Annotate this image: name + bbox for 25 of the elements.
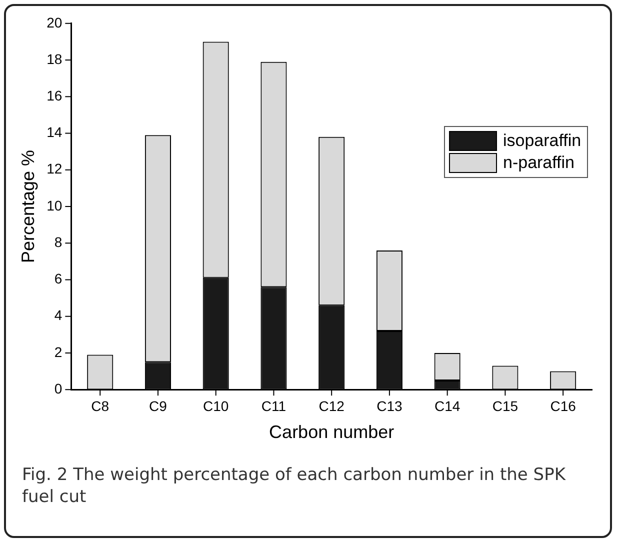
y-axis-title: Percentage % <box>18 150 38 264</box>
y-tick-label: 14 <box>46 124 62 140</box>
legend-label: isoparaffin <box>503 130 582 152</box>
x-tick-label: C13 <box>376 398 403 414</box>
x-tick-label: C8 <box>91 398 110 414</box>
y-tick-label: 18 <box>46 50 62 67</box>
y-tick-label: 10 <box>46 197 62 214</box>
y-tick-label: 4 <box>54 307 62 324</box>
x-tick-label: C16 <box>550 398 576 414</box>
x-tick-label: C14 <box>434 398 460 414</box>
x-tick-label: C11 <box>261 398 286 414</box>
x-axis-title: Carbon number <box>269 422 394 442</box>
x-tick-label: C12 <box>318 398 345 414</box>
y-tick-label: 12 <box>46 160 62 177</box>
caption: Fig. 2 The weight percentage of each carbon number in the SPK fuel cut <box>22 464 567 508</box>
legend-label: n-paraffin <box>503 152 575 174</box>
x-tick-label: C15 <box>492 398 518 414</box>
x-tick-label: C9 <box>149 398 168 414</box>
x-tick-label: C10 <box>203 398 229 414</box>
y-tick-label: 16 <box>46 88 62 104</box>
y-tick-label: 0 <box>54 380 62 396</box>
y-tick-label: 6 <box>54 270 62 287</box>
y-tick-label: 8 <box>54 234 62 250</box>
y-tick-label: 2 <box>54 344 62 360</box>
y-tick-label: 20 <box>46 14 62 30</box>
